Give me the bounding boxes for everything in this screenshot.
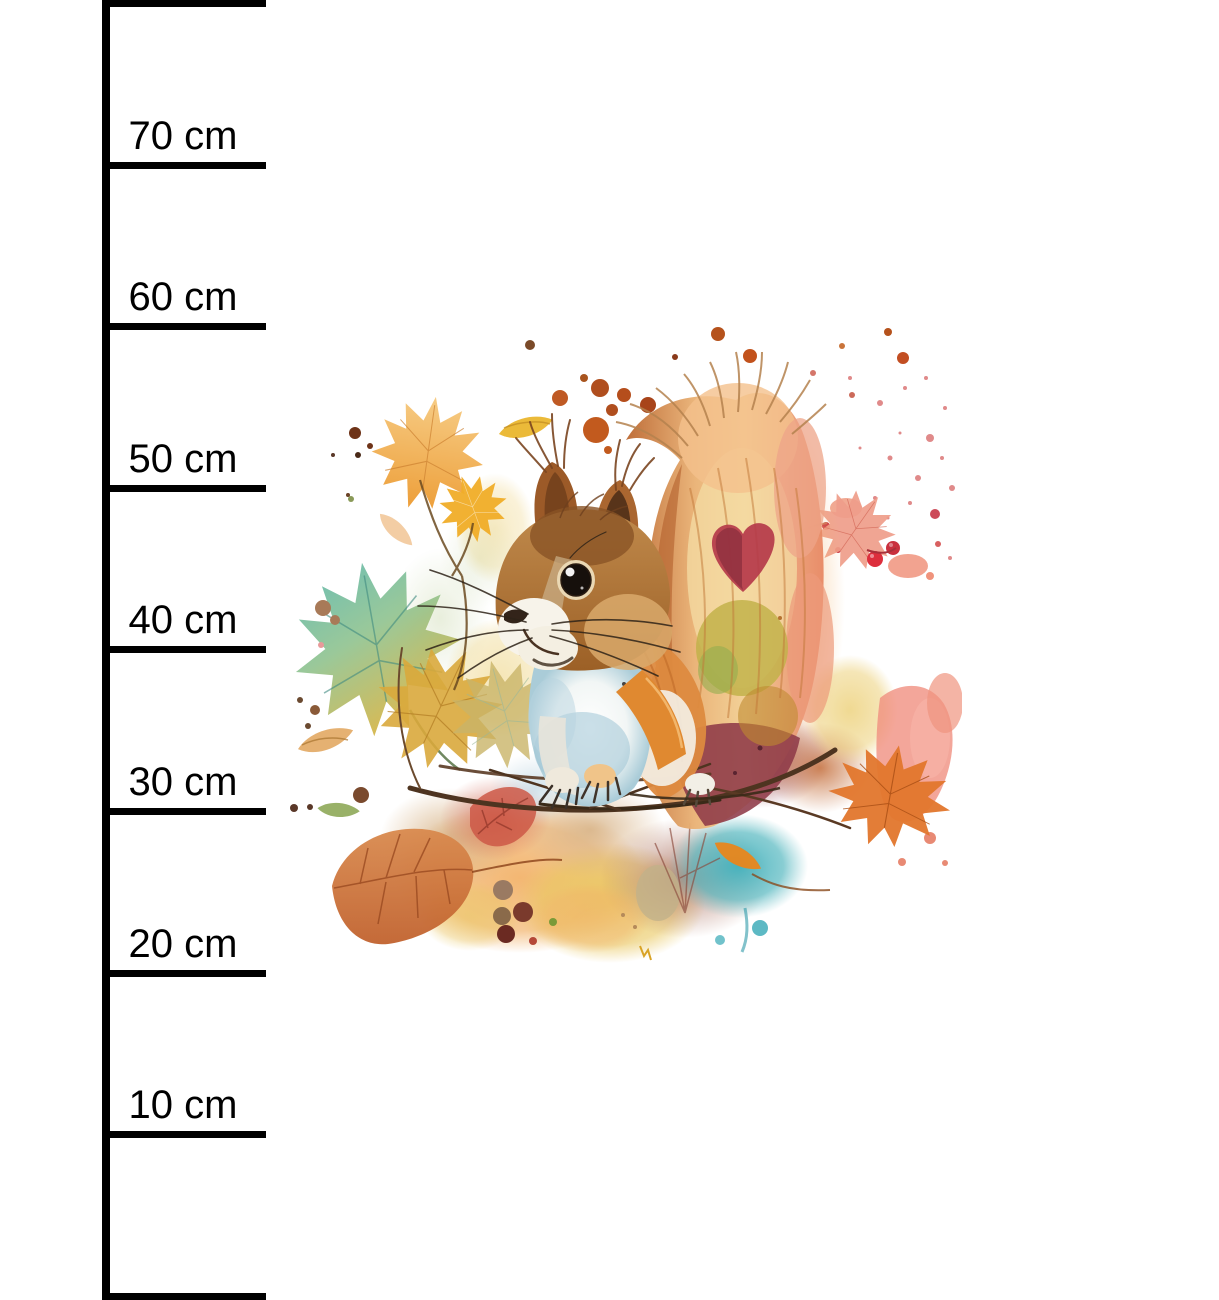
- ruler-tick: [102, 970, 266, 977]
- ruler-label-10cm: 10 cm: [128, 1083, 238, 1127]
- ruler-tick: [102, 808, 266, 815]
- squirrel-body: [528, 628, 781, 810]
- autumn-leaves-right: [711, 734, 960, 892]
- ruler-tick: [102, 485, 266, 492]
- ruler-tick: [102, 0, 266, 7]
- ruler-tick: [102, 1293, 266, 1300]
- ruler-tick: [102, 1131, 266, 1138]
- ruler-label-70cm: 70 cm: [128, 114, 238, 158]
- ruler-tick: [102, 646, 266, 653]
- ruler-tick: [102, 323, 266, 330]
- ruler-tick: [102, 162, 266, 169]
- ruler-label-30cm: 30 cm: [128, 760, 238, 804]
- squirrel-head: [417, 413, 681, 679]
- yellow-maple-leaves-top-left: [364, 389, 554, 691]
- squirrel-watercolor-illustration: [290, 327, 962, 963]
- heart-on-tail: [711, 523, 775, 592]
- ruler-label-50cm: 50 cm: [128, 437, 238, 481]
- squirrel-eye: [557, 560, 595, 600]
- red-berries: [866, 541, 900, 567]
- paint-splatter-dots: [290, 327, 909, 961]
- orange-leaf-bottom-left: [332, 828, 474, 945]
- ruler-label-40cm: 40 cm: [128, 598, 238, 642]
- ruler-label-60cm: 60 cm: [128, 275, 238, 319]
- squirrel-whiskers: [417, 531, 681, 679]
- tail-fur-wisps: [615, 351, 827, 459]
- squirrel-arm: [616, 670, 686, 770]
- squirrel-nose-mouth: [504, 609, 574, 667]
- ruler-label-20cm: 20 cm: [128, 922, 238, 966]
- squirrel-paws: [538, 764, 715, 810]
